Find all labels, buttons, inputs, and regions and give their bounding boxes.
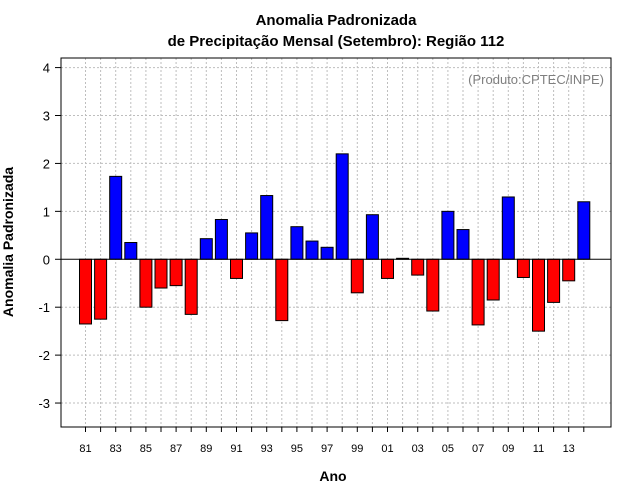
chart-title-line-1: Anomalia Padronizada xyxy=(256,12,418,29)
x-tick-label: 89 xyxy=(200,443,212,455)
bar-1982 xyxy=(94,258,108,320)
x-tick-label: 13 xyxy=(563,443,575,455)
bar-2001 xyxy=(381,258,394,279)
x-tick-label: 83 xyxy=(110,443,122,455)
y-axis: -3 -2 -1 0 1 2 3 4 xyxy=(38,61,61,411)
bar-1986 xyxy=(154,258,168,289)
chart-title-line-2: de Precipitação Mensal (Setembro): Regiã… xyxy=(168,33,505,50)
bars xyxy=(79,153,591,332)
x-tick-label: 97 xyxy=(321,443,333,455)
bar-1988 xyxy=(184,258,198,315)
x-axis: 81 83 85 87 89 91 93 95 97 99 01 03 05 07 09 11 13 xyxy=(79,427,585,455)
y-tick-label: 1 xyxy=(43,204,50,219)
x-tick-label: 99 xyxy=(351,443,363,455)
y-tick-label: 3 xyxy=(43,109,50,124)
bar-1987 xyxy=(169,258,183,287)
bar-2014 xyxy=(577,201,591,260)
bar-1981 xyxy=(79,258,92,325)
x-tick-label: 93 xyxy=(261,443,273,455)
bar-2008 xyxy=(486,258,500,301)
y-tick-label: -1 xyxy=(38,300,50,315)
bar-1983 xyxy=(109,175,123,260)
x-tick-label: 85 xyxy=(140,443,152,455)
x-axis-label: Ano xyxy=(319,468,346,484)
x-tick-label: 87 xyxy=(170,443,182,455)
bar-1997 xyxy=(320,246,334,260)
x-tick-label: 05 xyxy=(442,443,454,455)
bar-1990 xyxy=(214,218,228,260)
bar-1985 xyxy=(139,258,153,308)
bar-2000 xyxy=(365,214,379,260)
bar-1992 xyxy=(245,232,259,260)
bar-1995 xyxy=(290,226,304,260)
y-axis-label: Anomalia Padronizada xyxy=(0,167,16,317)
bar-2007 xyxy=(471,258,485,326)
bar-2012 xyxy=(547,258,561,303)
x-tick-label: 07 xyxy=(472,443,484,455)
bar-2009 xyxy=(501,196,515,260)
bar-1994 xyxy=(275,258,289,322)
bar-2010 xyxy=(516,258,530,278)
x-tick-label: 81 xyxy=(79,443,91,455)
y-tick-label: 4 xyxy=(43,61,50,76)
y-tick-label: 2 xyxy=(43,156,50,171)
plot-area-frame xyxy=(60,57,612,428)
bar-2005 xyxy=(441,210,455,260)
credit-label: (Produto:CPTEC/INPE) xyxy=(468,72,604,87)
bar-2003 xyxy=(411,258,425,276)
x-tick-label: 91 xyxy=(230,443,242,455)
x-tick-label: 11 xyxy=(533,443,544,455)
bar-1984 xyxy=(124,242,138,260)
x-tick-label: 09 xyxy=(502,443,514,455)
x-tick-label: 95 xyxy=(291,443,303,455)
bar-2011 xyxy=(532,258,545,332)
y-tick-label: -3 xyxy=(38,396,50,411)
bar-1991 xyxy=(230,258,243,279)
bar-1996 xyxy=(305,240,319,260)
grid-lines xyxy=(61,58,611,427)
bar-1999 xyxy=(350,258,364,294)
y-tick-label: 0 xyxy=(43,252,50,267)
x-tick-label: 03 xyxy=(412,443,424,455)
y-tick-label: -2 xyxy=(38,348,50,363)
bar-2013 xyxy=(562,258,576,282)
bar-2006 xyxy=(456,229,470,260)
x-tick-label: 01 xyxy=(381,443,393,455)
bar-1998 xyxy=(335,153,349,260)
bar-2004 xyxy=(426,258,440,312)
bar-1993 xyxy=(260,195,274,260)
bar-1989 xyxy=(199,238,213,260)
